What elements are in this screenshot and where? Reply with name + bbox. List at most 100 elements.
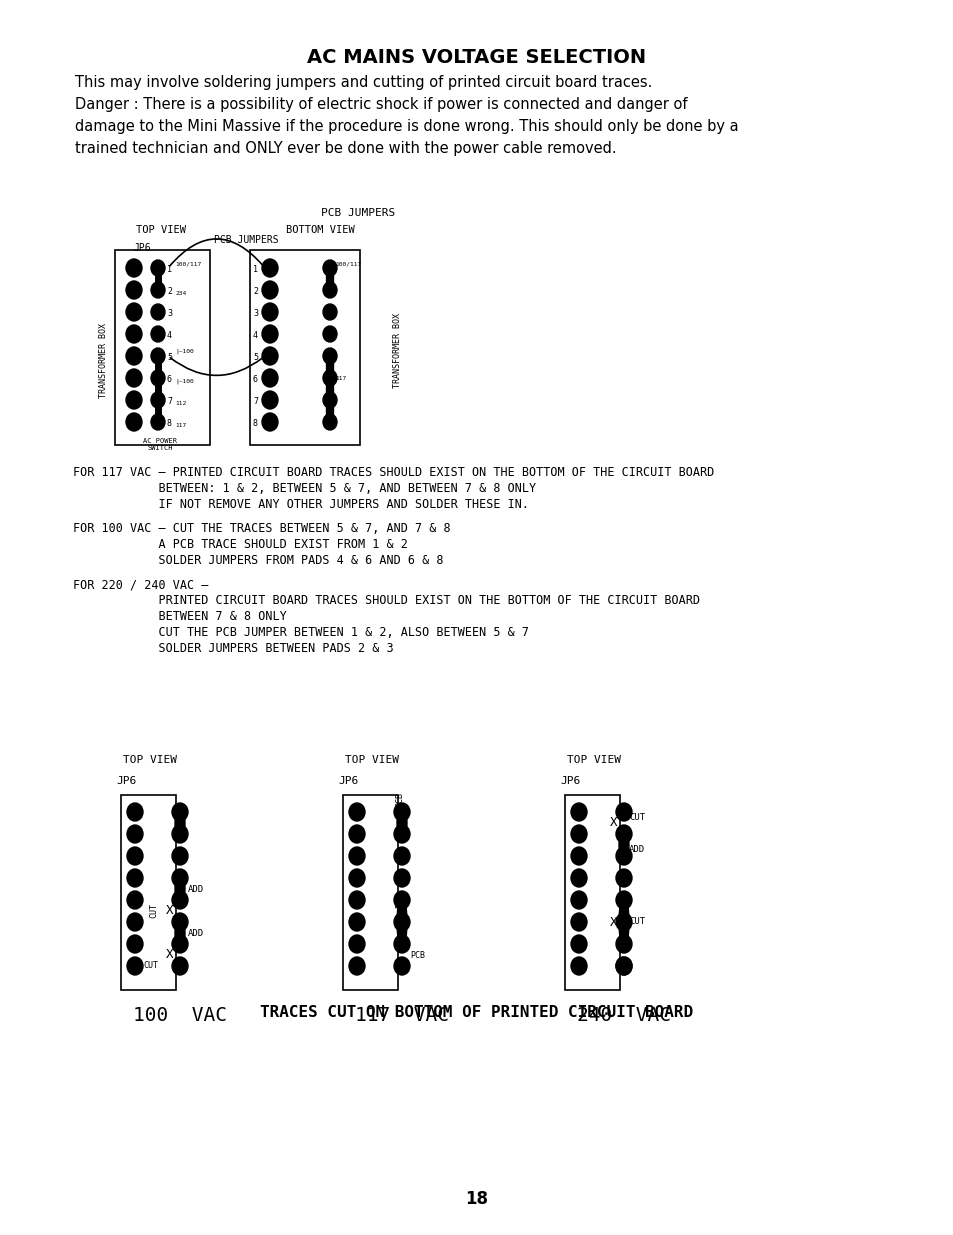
Bar	[121, 795, 175, 990]
Ellipse shape	[395, 826, 409, 842]
Text: 4: 4	[253, 331, 257, 341]
Ellipse shape	[172, 847, 188, 864]
Text: A PCB TRACE SHOULD EXIST FROM 1 & 2: A PCB TRACE SHOULD EXIST FROM 1 & 2	[73, 538, 408, 551]
Ellipse shape	[262, 325, 277, 343]
Ellipse shape	[394, 803, 410, 821]
Ellipse shape	[616, 869, 631, 887]
Ellipse shape	[127, 935, 143, 953]
Ellipse shape	[349, 957, 365, 974]
Ellipse shape	[127, 957, 143, 974]
Text: PCB JUMPERS: PCB JUMPERS	[213, 235, 278, 245]
Ellipse shape	[571, 803, 586, 821]
Text: 4: 4	[167, 331, 172, 341]
Ellipse shape	[616, 957, 631, 974]
Text: JP6: JP6	[559, 776, 579, 785]
Ellipse shape	[618, 897, 628, 948]
Bar	[115, 249, 210, 445]
Ellipse shape	[127, 825, 143, 844]
Text: IF NOT REMOVE ANY OTHER JUMPERS AND SOLDER THESE IN.: IF NOT REMOVE ANY OTHER JUMPERS AND SOLD…	[73, 498, 529, 511]
Ellipse shape	[174, 808, 185, 839]
Ellipse shape	[395, 936, 409, 952]
Text: Danger : There is a possibility of electric shock if power is connected and dang: Danger : There is a possibility of elect…	[75, 98, 687, 112]
Text: CUT: CUT	[143, 962, 158, 971]
Ellipse shape	[151, 391, 165, 408]
Text: X: X	[610, 816, 618, 830]
Ellipse shape	[617, 892, 630, 908]
Ellipse shape	[349, 935, 365, 953]
Ellipse shape	[616, 913, 631, 931]
Text: damage to the Mini Massive if the procedure is done wrong. This should only be d: damage to the Mini Massive if the proced…	[75, 119, 738, 135]
Text: 117: 117	[174, 424, 186, 429]
Ellipse shape	[394, 890, 410, 909]
Ellipse shape	[349, 803, 365, 821]
Ellipse shape	[172, 935, 188, 953]
Ellipse shape	[172, 803, 188, 821]
Text: 5: 5	[167, 353, 172, 363]
Ellipse shape	[323, 261, 336, 275]
Ellipse shape	[262, 282, 277, 299]
Ellipse shape	[349, 869, 365, 887]
Text: 8: 8	[253, 420, 257, 429]
Text: TOP VIEW: TOP VIEW	[566, 755, 620, 764]
Bar	[564, 795, 619, 990]
Ellipse shape	[262, 347, 277, 366]
Bar	[343, 795, 397, 990]
Text: SOLDER JUMPERS BETWEEN PADS 2 & 3: SOLDER JUMPERS BETWEEN PADS 2 & 3	[73, 642, 394, 655]
Text: 2: 2	[167, 288, 172, 296]
Bar	[250, 249, 359, 445]
Text: 5: 5	[253, 353, 257, 363]
Ellipse shape	[127, 803, 143, 821]
Ellipse shape	[396, 897, 407, 948]
Ellipse shape	[617, 848, 630, 864]
Ellipse shape	[618, 831, 628, 860]
Text: TOP VIEW: TOP VIEW	[123, 755, 177, 764]
Ellipse shape	[571, 890, 586, 909]
Ellipse shape	[151, 414, 165, 430]
Ellipse shape	[127, 847, 143, 864]
Ellipse shape	[394, 957, 410, 974]
Text: trained technician and ONLY ever be done with the power cable removed.: trained technician and ONLY ever be done…	[75, 141, 616, 156]
Ellipse shape	[126, 303, 142, 321]
Ellipse shape	[262, 303, 277, 321]
Ellipse shape	[172, 869, 188, 887]
Ellipse shape	[394, 825, 410, 844]
Ellipse shape	[323, 348, 336, 364]
Ellipse shape	[394, 847, 410, 864]
Text: 240  VAC: 240 VAC	[577, 1007, 670, 1025]
Ellipse shape	[616, 825, 631, 844]
Text: CUT: CUT	[628, 918, 644, 926]
Text: CUT THE PCB JUMPER BETWEEN 1 & 2, ALSO BETWEEN 5 & 7: CUT THE PCB JUMPER BETWEEN 1 & 2, ALSO B…	[73, 626, 529, 638]
Text: JP6: JP6	[337, 776, 358, 785]
Ellipse shape	[126, 412, 142, 431]
Text: ADD: ADD	[628, 845, 644, 853]
Text: CUT: CUT	[628, 813, 644, 821]
Ellipse shape	[396, 809, 407, 837]
Ellipse shape	[617, 936, 630, 952]
Ellipse shape	[349, 847, 365, 864]
Ellipse shape	[323, 304, 336, 320]
Text: PCB: PCB	[410, 951, 424, 960]
Ellipse shape	[571, 847, 586, 864]
Ellipse shape	[571, 825, 586, 844]
Text: FOR 117 VAC – PRINTED CIRCUIT BOARD TRACES SHOULD EXIST ON THE BOTTOM OF THE CIR: FOR 117 VAC – PRINTED CIRCUIT BOARD TRAC…	[73, 466, 714, 479]
Text: BETWEEN 7 & 8 ONLY: BETWEEN 7 & 8 ONLY	[73, 610, 287, 622]
Text: 8: 8	[167, 420, 172, 429]
Text: TRACES CUT ON BOTTOM OF PRINTED CIRCUIT BOARD: TRACES CUT ON BOTTOM OF PRINTED CIRCUIT …	[260, 1005, 693, 1020]
Ellipse shape	[395, 892, 409, 908]
Text: ADD: ADD	[188, 929, 204, 937]
Ellipse shape	[617, 869, 630, 885]
Ellipse shape	[616, 803, 631, 821]
Text: 112: 112	[174, 401, 186, 406]
Ellipse shape	[262, 369, 277, 387]
Ellipse shape	[323, 282, 336, 298]
Text: This may involve soldering jumpers and cutting of printed circuit board traces.: This may involve soldering jumpers and c…	[75, 75, 652, 90]
Text: 3: 3	[253, 310, 257, 319]
Text: TRANSFORMER BOX: TRANSFORMER BOX	[393, 312, 402, 388]
Ellipse shape	[616, 890, 631, 909]
Ellipse shape	[323, 391, 336, 408]
Ellipse shape	[126, 325, 142, 343]
Ellipse shape	[151, 348, 165, 364]
Ellipse shape	[127, 913, 143, 931]
Ellipse shape	[323, 370, 336, 387]
Text: JP6: JP6	[132, 243, 151, 253]
